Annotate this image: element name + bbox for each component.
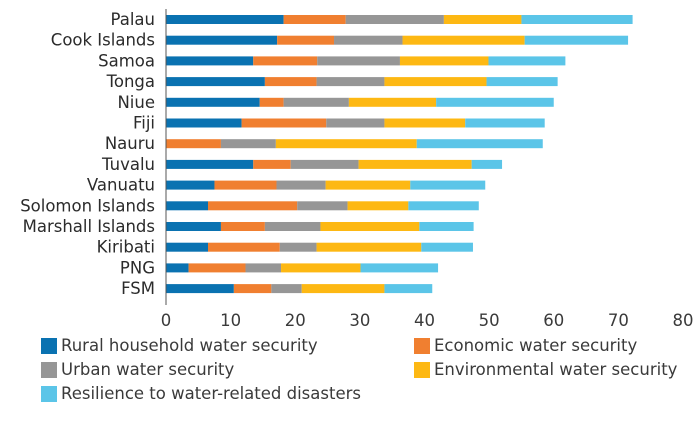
bar-segment-niue-s3 [348, 97, 437, 107]
bar-segment-samoa-s1 [253, 56, 318, 66]
bars [166, 15, 633, 294]
bar-segment-png-s4 [360, 263, 439, 273]
bar-segment-palau-s0 [166, 15, 284, 24]
bar-segment-palau-s4 [521, 15, 633, 24]
bar-segment-cook-islands-s4 [524, 35, 629, 45]
bar-segment-vanuatu-s3 [325, 180, 411, 190]
category-label-solomon-islands: Solomon Islands [20, 196, 155, 215]
bar-segment-fiji-s4 [465, 118, 545, 128]
bar-segment-cook-islands-s3 [402, 35, 525, 45]
x-axis-tick-labels: 0 10 20 30 40 50 60 70 80 [161, 311, 694, 330]
x-tick-label-60: 60 [543, 311, 564, 330]
bar-segment-nauru-s4 [416, 139, 543, 149]
category-label-samoa: Samoa [98, 51, 155, 70]
category-label-kiribati: Kiribati [97, 238, 155, 257]
bar-segment-tuvalu-s0 [166, 159, 254, 169]
bar-segment-solomon-islands-s0 [166, 201, 209, 211]
bar-segment-fiji-s1 [241, 118, 327, 128]
category-label-palau: Palau [111, 10, 155, 29]
category-label-png: PNG [120, 258, 155, 277]
bar-segment-samoa-s3 [399, 56, 489, 66]
bar-segment-niue-s0 [166, 97, 260, 107]
bar-segment-fsm-s1 [233, 284, 272, 294]
bar-segment-solomon-islands-s1 [208, 201, 298, 211]
bar-segment-solomon-islands-s3 [347, 201, 409, 211]
bar-segment-kiribati-s4 [421, 242, 473, 252]
category-label-tonga: Tonga [106, 72, 155, 91]
bar-segment-fsm-s2 [271, 284, 302, 294]
bar-segment-png-s2 [245, 263, 282, 273]
x-tick-label-10: 10 [220, 311, 241, 330]
bar-segment-cook-islands-s1 [277, 35, 335, 45]
category-label-cook-islands: Cook Islands [51, 31, 155, 50]
bar-segment-marshall-islands-s0 [166, 222, 221, 231]
bar-segment-vanuatu-s4 [410, 180, 486, 190]
bar-segment-fiji-s0 [166, 118, 242, 128]
bar-segment-tuvalu-s4 [471, 159, 503, 169]
bar-segment-fsm-s3 [301, 284, 385, 294]
bar-segment-palau-s2 [345, 15, 444, 24]
x-tick-label-70: 70 [608, 311, 629, 330]
bar-segment-kiribati-s1 [208, 242, 280, 252]
bar-segment-marshall-islands-s3 [320, 222, 420, 231]
category-label-fsm: FSM [121, 279, 155, 298]
bar-segment-cook-islands-s2 [334, 35, 403, 45]
bar-segment-niue-s1 [259, 97, 284, 107]
bar-segment-solomon-islands-s4 [408, 201, 479, 211]
bar-segment-vanuatu-s0 [166, 180, 215, 190]
bar-segment-vanuatu-s2 [276, 180, 326, 190]
category-label-vanuatu: Vanuatu [87, 176, 155, 195]
bar-segment-png-s3 [281, 263, 361, 273]
x-tick-label-50: 50 [479, 311, 500, 330]
bar-segment-png-s1 [188, 263, 246, 273]
bar-segment-solomon-islands-s2 [297, 201, 348, 211]
bar-segment-marshall-islands-s4 [419, 222, 474, 231]
bar-segment-tuvalu-s1 [253, 159, 291, 169]
category-label-nauru: Nauru [105, 134, 155, 153]
bar-segment-tonga-s2 [316, 77, 385, 87]
bar-segment-png-s0 [166, 263, 189, 273]
bar-segment-tuvalu-s3 [358, 159, 472, 169]
bar-segment-marshall-islands-s2 [264, 222, 321, 231]
bar-segment-nauru-s2 [220, 139, 276, 149]
x-tick-label-40: 40 [414, 311, 435, 330]
x-tick-label-80: 80 [673, 311, 694, 330]
bar-segment-samoa-s0 [166, 56, 254, 66]
category-label-tuvalu: Tuvalu [101, 155, 155, 174]
bar-segment-palau-s1 [283, 15, 346, 24]
bar-segment-tonga-s1 [264, 77, 317, 87]
bar-segment-vanuatu-s1 [214, 180, 277, 190]
category-label-marshall-islands: Marshall Islands [23, 217, 155, 236]
x-tick-label-20: 20 [285, 311, 306, 330]
bar-segment-tonga-s3 [384, 77, 487, 87]
bar-segment-tonga-s4 [486, 77, 558, 87]
bar-segment-niue-s2 [283, 97, 349, 107]
bar-segment-fsm-s0 [166, 284, 234, 294]
bar-segment-niue-s4 [436, 97, 554, 107]
bar-segment-nauru-s3 [275, 139, 417, 149]
bar-segment-samoa-s4 [488, 56, 566, 66]
bar-segment-nauru-s1 [166, 139, 221, 149]
bar-segment-fiji-s3 [384, 118, 466, 128]
bar-segment-marshall-islands-s1 [220, 222, 265, 231]
x-tick-label-30: 30 [349, 311, 370, 330]
bar-segment-kiribati-s2 [279, 242, 317, 252]
category-label-niue: Niue [117, 93, 155, 112]
bar-segment-fiji-s2 [326, 118, 385, 128]
bar-segment-kiribati-s0 [166, 242, 209, 252]
x-tick-label-0: 0 [161, 311, 172, 330]
bar-segment-tonga-s0 [166, 77, 265, 87]
bar-segment-samoa-s2 [317, 56, 400, 66]
bar-segment-fsm-s4 [384, 284, 433, 294]
bar-segment-kiribati-s3 [316, 242, 422, 252]
bar-segment-cook-islands-s0 [166, 35, 278, 45]
bar-segment-palau-s3 [443, 15, 522, 24]
category-label-fiji: Fiji [133, 114, 155, 133]
bar-segment-tuvalu-s2 [290, 159, 359, 169]
